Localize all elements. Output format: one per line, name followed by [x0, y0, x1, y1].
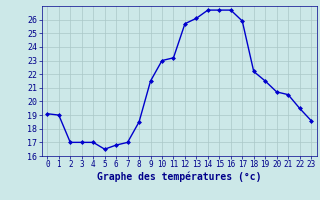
X-axis label: Graphe des températures (°c): Graphe des températures (°c)	[97, 172, 261, 182]
